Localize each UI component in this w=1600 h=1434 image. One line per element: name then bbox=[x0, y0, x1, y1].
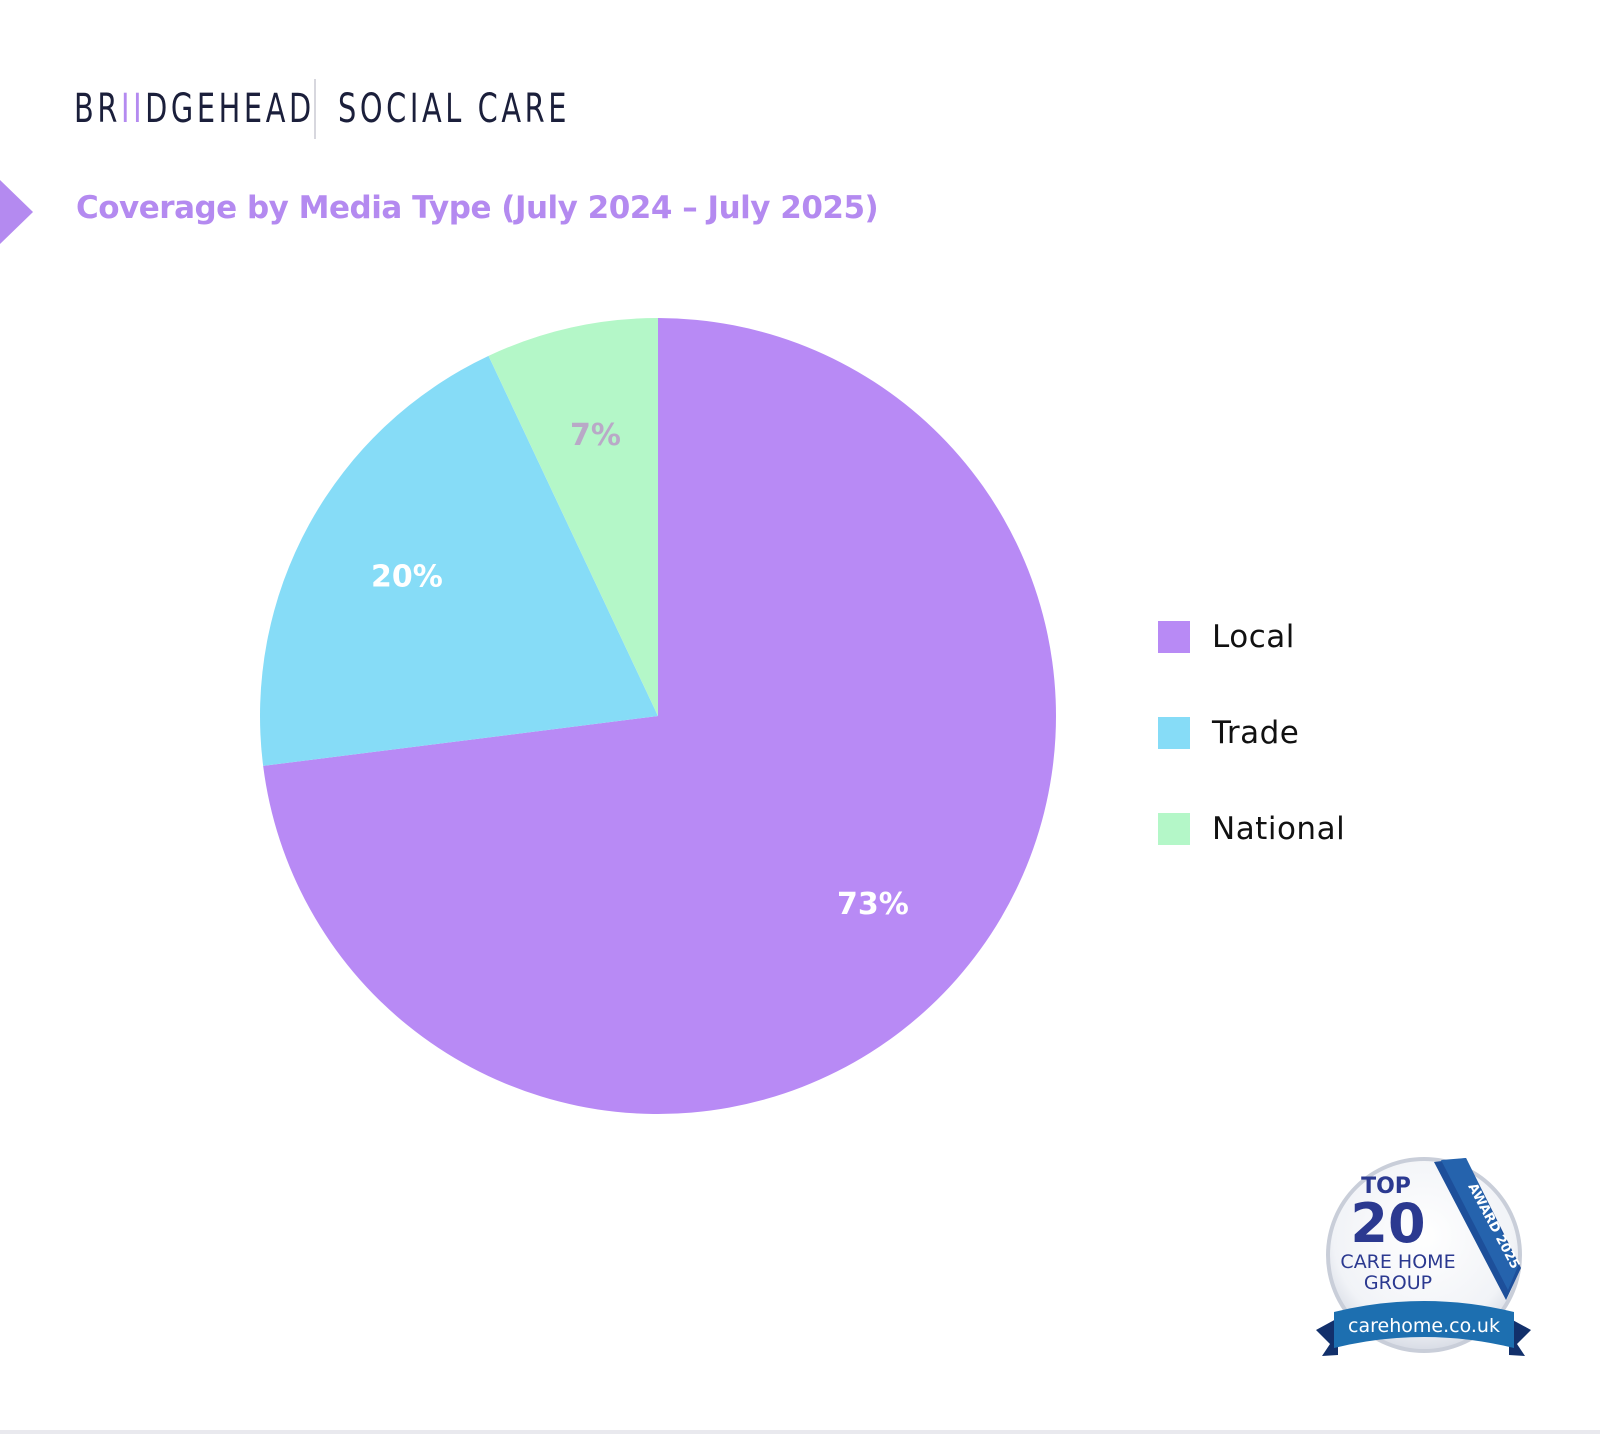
award-site: carehome.co.uk bbox=[1348, 1315, 1500, 1337]
brand-name-part-1: BR bbox=[74, 86, 121, 132]
award-line-1: CARE HOME bbox=[1340, 1251, 1455, 1273]
pie-labels: 73% 20% 7% bbox=[371, 418, 909, 922]
chart-legend: Local Trade National bbox=[1158, 589, 1345, 877]
legend-label-trade: Trade bbox=[1212, 715, 1300, 751]
legend-item-national: National bbox=[1158, 781, 1345, 877]
legend-swatch-national bbox=[1158, 813, 1190, 845]
brand-name: BRIIDGEHEAD bbox=[74, 86, 311, 132]
award-top-text: TOP bbox=[1361, 1174, 1411, 1199]
pie-label-national: 7% bbox=[570, 418, 621, 453]
brand-divider bbox=[314, 79, 316, 139]
brand-logo: BRIIDGEHEAD SOCIAL CARE bbox=[74, 78, 578, 140]
title-arrow-icon bbox=[0, 180, 33, 244]
legend-label-national: National bbox=[1212, 811, 1346, 847]
award-line-2: GROUP bbox=[1364, 1272, 1432, 1294]
pie-slice-national bbox=[488, 318, 658, 716]
pie-label-trade: 20% bbox=[371, 559, 443, 594]
legend-swatch-local bbox=[1158, 621, 1190, 653]
pie-label-local: 73% bbox=[837, 887, 909, 922]
pie-slice-local bbox=[263, 318, 1057, 1114]
chart-title: Coverage by Media Type (July 2024 – July… bbox=[76, 190, 879, 226]
legend-swatch-trade bbox=[1158, 717, 1190, 749]
award-badge: AWARD 2025 TOP 20 CARE HOME GROUP careho… bbox=[1316, 1157, 1531, 1356]
bottom-rule bbox=[0, 1430, 1600, 1434]
pie-slice-trade bbox=[260, 355, 658, 766]
brand-name-accent: II bbox=[120, 86, 146, 132]
legend-item-trade: Trade bbox=[1158, 685, 1345, 781]
pie-slices bbox=[260, 318, 1057, 1114]
legend-label-local: Local bbox=[1212, 619, 1295, 655]
brand-division: SOCIAL CARE bbox=[338, 86, 571, 132]
award-number: 20 bbox=[1350, 1192, 1425, 1255]
brand-name-part-2: DGEHEAD bbox=[145, 86, 315, 132]
legend-item-local: Local bbox=[1158, 589, 1345, 685]
